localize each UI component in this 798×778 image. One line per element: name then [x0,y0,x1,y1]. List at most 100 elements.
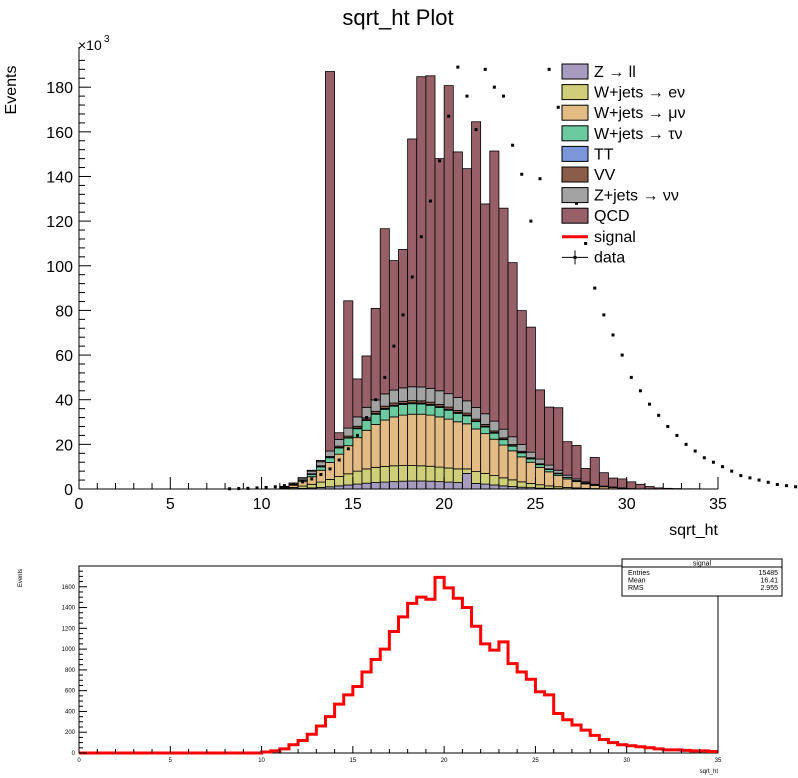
data-point [620,353,624,357]
data-point [447,114,451,118]
bar [589,485,600,489]
x-tick-label: 30 [623,758,630,764]
data-point [355,433,359,437]
legend-entry: W+jets → μν [561,104,685,122]
legend-entry: Z+jets → νν [561,187,679,205]
y-tick-label: 80 [55,303,73,320]
y-tick-label: 20 [55,437,73,454]
bar [608,477,618,488]
bar [544,464,555,470]
data-point [584,241,588,245]
bar [507,436,518,445]
bar [535,484,545,489]
bar [434,481,445,490]
bar [334,432,345,440]
bar [489,484,500,490]
data-point [401,313,405,317]
bar [416,413,427,467]
y-axis-label: Events [3,66,20,115]
data-point [392,344,396,348]
bar [525,483,536,489]
bar [398,403,409,416]
data-point [374,398,378,402]
legend-swatch [561,166,589,183]
legend-entry: Z → ll [561,63,636,81]
data-point [666,424,670,428]
series-6 [279,386,628,489]
bar [461,472,472,490]
bar [379,228,390,395]
bar [443,418,454,469]
data-point [428,199,432,203]
data-point [465,94,469,98]
bar [507,450,518,481]
bar [407,403,418,415]
legend-label: QCD [594,208,630,225]
data-point [492,85,496,89]
legend-swatch [561,63,589,80]
legend-swatch [561,207,589,224]
bar [525,326,536,453]
stats-box-frame [621,558,783,597]
data-point [365,416,369,420]
data-point [638,389,642,393]
bar [535,466,545,486]
bar [416,76,427,388]
bar [489,475,500,486]
bar [434,466,445,483]
bar [544,406,555,466]
bar [343,427,354,437]
bar [443,85,454,395]
stats-value: 2.955 [760,585,778,592]
bar [388,416,399,467]
bar [562,441,573,476]
legend-entry: signal [562,229,636,246]
bar [398,414,409,466]
legend-entry: W+jets → eν [561,84,685,102]
bar [352,483,363,490]
bar [425,75,436,389]
bar [489,150,500,422]
y-tick-label: 800 [65,668,76,674]
bar [471,421,482,430]
x-tick-label: 20 [441,758,448,764]
y-tick-label: 400 [65,709,76,715]
stats-label: RMS [628,585,644,592]
bar [626,481,637,489]
bar [425,480,436,490]
data-point [337,458,341,462]
data-point [292,482,296,486]
bar [315,466,326,471]
x-tick-label: 15 [344,496,362,513]
data-point [602,313,606,317]
data-point [575,201,579,205]
signal-axes: 0 5 10 15 20 25 30 35 0 200 400 600 800 1000 1200 1400 1… [62,570,722,764]
bar [398,387,409,402]
bar [443,393,454,408]
legend-label: Z → ll [594,64,636,81]
data-point [501,94,505,98]
y-tick-label: 0 [72,751,76,757]
x-tick-label: 35 [715,758,722,764]
legend-swatch [561,145,589,162]
y-tick-label: 0 [64,482,73,499]
bar [516,481,527,488]
bar [525,451,536,459]
bar [553,469,564,474]
bar [434,158,445,392]
bar [352,416,363,427]
data-point [547,67,551,71]
bar [471,428,482,472]
data-point [556,105,560,109]
bar [489,438,500,477]
legend-label: data [594,249,625,266]
x-tick-label: 15 [350,758,357,764]
bar [480,203,491,415]
bar [370,413,381,425]
legend-label: W+jets → τν [594,126,683,143]
stats-box-title: signal [693,561,712,568]
bar [352,378,363,418]
data-point [520,172,524,176]
legend-label: Z+jets → νν [594,188,679,205]
